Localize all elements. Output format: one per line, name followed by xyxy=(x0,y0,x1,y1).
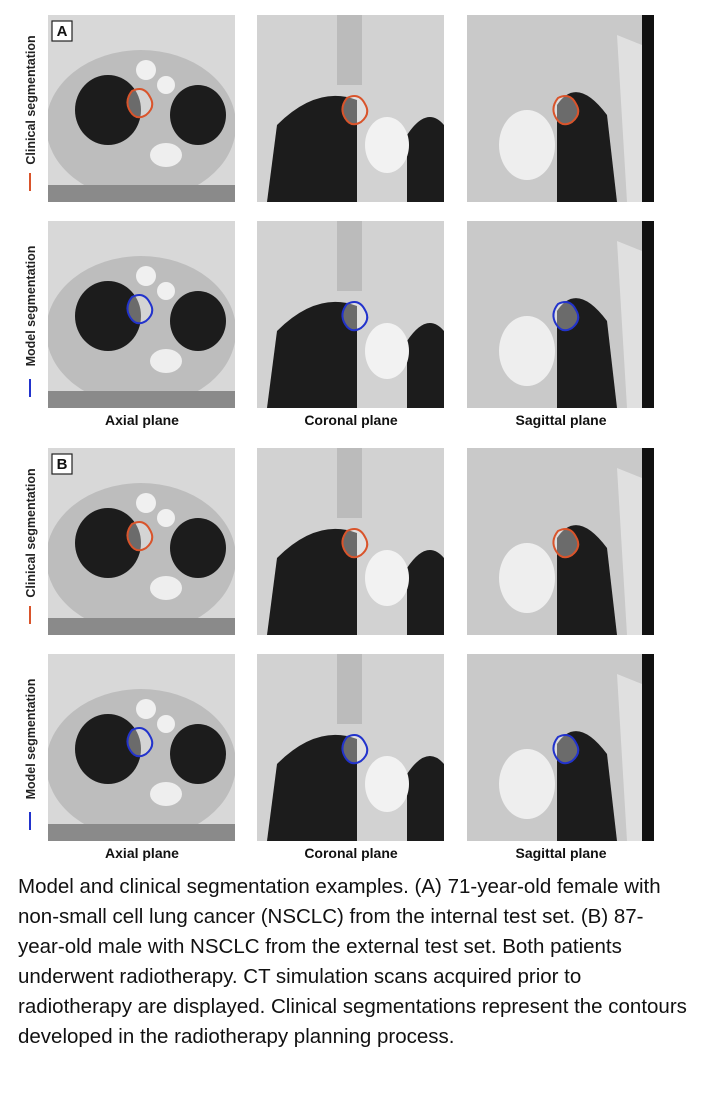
panel-letter-box xyxy=(51,453,73,475)
plane-label: Sagittal plane xyxy=(515,412,606,428)
plane-label: Coronal plane xyxy=(304,412,398,428)
row-label: Clinical segmentation xyxy=(24,468,38,597)
panel-letter-box xyxy=(51,20,73,42)
row-label: Model segmentation xyxy=(24,246,38,367)
plane-label: Sagittal plane xyxy=(515,845,606,861)
segmentation-contour xyxy=(552,528,580,559)
plane-label: Coronal plane xyxy=(304,845,398,861)
figure: Clinical segmentation Model segmentation A… xyxy=(24,15,654,861)
row-label: Clinical segmentation xyxy=(24,35,38,164)
segmentation-contour xyxy=(126,727,154,758)
row-label: Model segmentation xyxy=(24,679,38,800)
segmentation-contour xyxy=(341,734,369,765)
segmentation-contour xyxy=(552,734,580,765)
segmentation-contour xyxy=(341,528,369,559)
segmentation-contour xyxy=(126,88,154,119)
caption: Model and clinical segmentation examples… xyxy=(18,875,687,1048)
plane-label: Axial plane xyxy=(105,412,179,428)
segmentation-contour xyxy=(552,95,580,126)
segmentation-contour xyxy=(341,95,369,126)
segmentation-contour xyxy=(126,294,154,325)
segmentation-contour xyxy=(126,521,154,552)
plane-label: Axial plane xyxy=(105,845,179,861)
segmentation-contour xyxy=(552,301,580,332)
panel-letter: A xyxy=(57,23,68,40)
panel-letter: B xyxy=(57,456,68,473)
segmentation-contour xyxy=(341,301,369,332)
